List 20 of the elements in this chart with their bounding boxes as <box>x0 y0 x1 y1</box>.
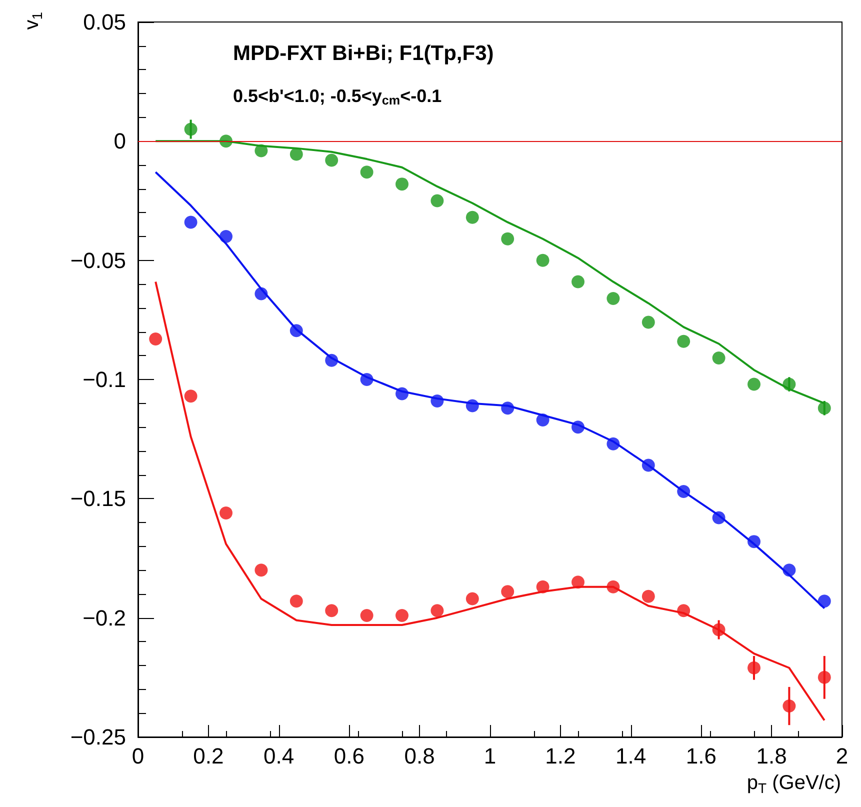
x-tick-label: 0.4 <box>264 744 294 768</box>
x-tick-label: 1.8 <box>756 744 787 768</box>
y-tick-label: −0.2 <box>82 605 126 630</box>
x-tick-label: 1.6 <box>686 744 716 768</box>
x-tick-label: 0.2 <box>193 744 224 768</box>
y-tick-label: −0.1 <box>82 367 126 392</box>
x-tick-label: 0 <box>132 744 144 768</box>
x-tick-label: 0.8 <box>404 744 435 768</box>
y-tick-label: −0.05 <box>70 248 126 273</box>
x-tick-label: 1.2 <box>545 744 576 768</box>
x-tick-label: 0.6 <box>334 744 364 768</box>
y-axis-title: v1 <box>21 12 45 30</box>
y-tick-label: 0 <box>114 128 126 154</box>
y-tick-label: −0.15 <box>70 486 126 512</box>
x-tick-label: 1.4 <box>616 744 646 768</box>
x-tick-label: 2 <box>836 744 848 768</box>
x-tick-label: 1 <box>484 744 496 768</box>
text: MPD-FXT Bi+Bi; F1(Tp,F3) <box>233 42 494 65</box>
y-tick-label: −0.25 <box>70 724 126 750</box>
y-tick-label: 0.05 <box>83 10 126 34</box>
